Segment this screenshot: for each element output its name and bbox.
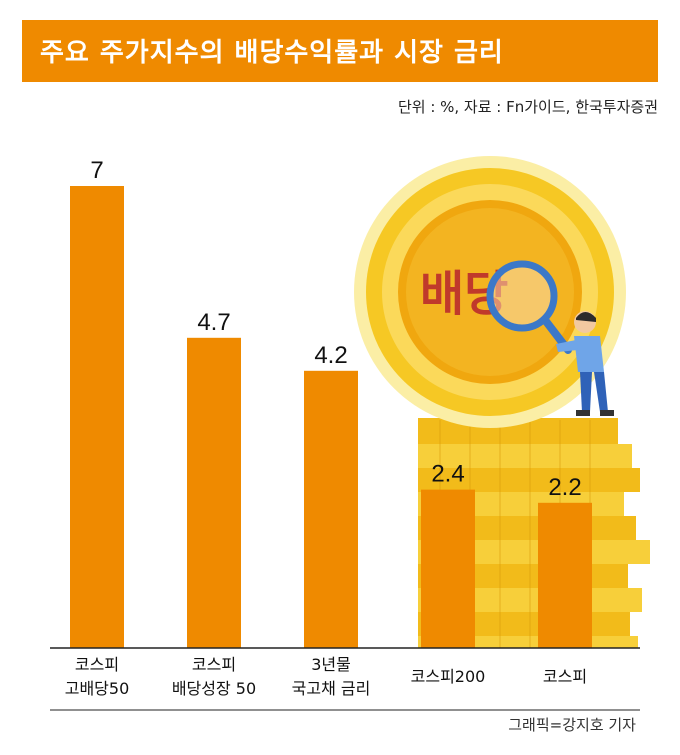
category-label-4-line-1: 코스피200 <box>411 667 486 686</box>
bar-2 <box>187 337 241 648</box>
value-label-1: 7 <box>90 157 103 184</box>
bar-1 <box>70 186 124 648</box>
category-label-3-line-1: 3년물 <box>311 655 351 674</box>
bars: 7 4.7 4.2 2.4 2.2 <box>70 157 592 648</box>
bar-3 <box>304 370 358 648</box>
category-label-2-line-2: 배당성장 50 <box>172 679 256 698</box>
value-label-3: 4.2 <box>314 342 347 369</box>
value-label-5: 2.2 <box>548 474 581 501</box>
bar-5 <box>538 502 592 648</box>
coin-illustration: 배당 <box>354 156 650 648</box>
graphic-credit: 그래픽=강지호 기자 <box>508 716 636 734</box>
magnifier-icon <box>486 260 558 332</box>
title-bar: 주요 주가지수의 배당수익률과 시장 금리 <box>22 20 658 82</box>
bar-4 <box>421 489 475 648</box>
category-label-1-line-1: 코스피 <box>75 655 119 674</box>
source-note: 단위 : %, 자료 : Fn가이드, 한국투자증권 <box>397 98 658 116</box>
category-label-1-line-2: 고배당50 <box>65 679 130 698</box>
category-label-2-line-1: 코스피 <box>192 655 236 674</box>
value-label-4: 2.4 <box>431 461 464 488</box>
category-label-3-line-2: 국고채 금리 <box>292 679 371 698</box>
person-illustration <box>556 311 614 416</box>
value-label-2: 4.7 <box>197 309 230 336</box>
category-label-5-line-1: 코스피 <box>543 667 587 686</box>
chart-title: 주요 주가지수의 배당수익률과 시장 금리 <box>40 38 504 68</box>
